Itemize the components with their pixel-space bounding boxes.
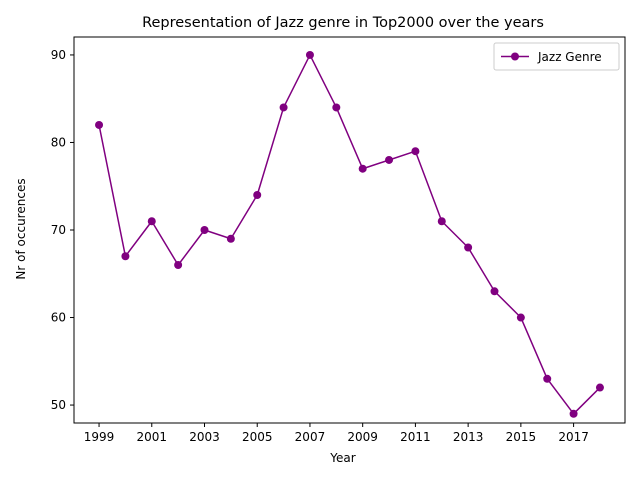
data-point	[95, 120, 104, 129]
data-point	[358, 164, 367, 173]
data-point	[147, 217, 156, 226]
data-point	[200, 226, 209, 234]
y-axis-ticks: 50 60 70 80 90	[51, 48, 74, 412]
data-point	[543, 374, 552, 383]
y-tick-label: 90	[51, 48, 66, 62]
plot-area	[95, 50, 604, 418]
x-tick-label: 1999	[84, 430, 115, 444]
data-point	[385, 155, 394, 164]
x-tick-label: 2001	[136, 430, 167, 444]
y-tick-label: 70	[51, 223, 66, 237]
data-point	[121, 252, 130, 261]
legend-box	[493, 42, 620, 71]
data-point	[569, 409, 578, 418]
x-tick-label: 2015	[506, 430, 537, 444]
data-point	[595, 383, 604, 392]
axes-frame	[73, 36, 626, 424]
legend: Jazz Genre	[493, 42, 620, 71]
data-point	[490, 287, 499, 296]
y-tick-label: 80	[51, 135, 66, 149]
legend-series-label: Jazz Genre	[537, 50, 602, 64]
x-tick-label: 2013	[453, 430, 484, 444]
x-tick-label: 2003	[189, 430, 220, 444]
y-tick-label: 60	[51, 311, 66, 325]
data-point	[174, 261, 183, 270]
x-tick-label: 2017	[558, 430, 589, 444]
data-point	[226, 234, 235, 243]
data-point	[516, 313, 525, 322]
data-point	[411, 147, 420, 156]
x-tick-label: 2011	[400, 430, 431, 444]
y-axis-label: Nr of occurences	[14, 178, 28, 279]
y-tick-label: 50	[51, 398, 66, 412]
series-line	[98, 54, 601, 415]
x-tick-label: 2005	[242, 430, 273, 444]
x-tick-label: 2007	[295, 430, 326, 444]
x-axis-ticks: 1999 2001 2003 2005 2007 2009 2011 2013 2015 2017	[84, 423, 589, 444]
data-point	[305, 50, 314, 59]
data-point	[332, 103, 341, 112]
data-point	[279, 103, 288, 112]
data-point	[464, 243, 473, 252]
data-point	[253, 190, 262, 199]
data-point	[437, 217, 446, 226]
chart-title: Representation of Jazz genre in Top2000 …	[142, 15, 544, 31]
x-tick-label: 2009	[347, 430, 378, 444]
legend-series-marker	[511, 52, 519, 61]
x-axis-label: Year	[329, 451, 355, 465]
